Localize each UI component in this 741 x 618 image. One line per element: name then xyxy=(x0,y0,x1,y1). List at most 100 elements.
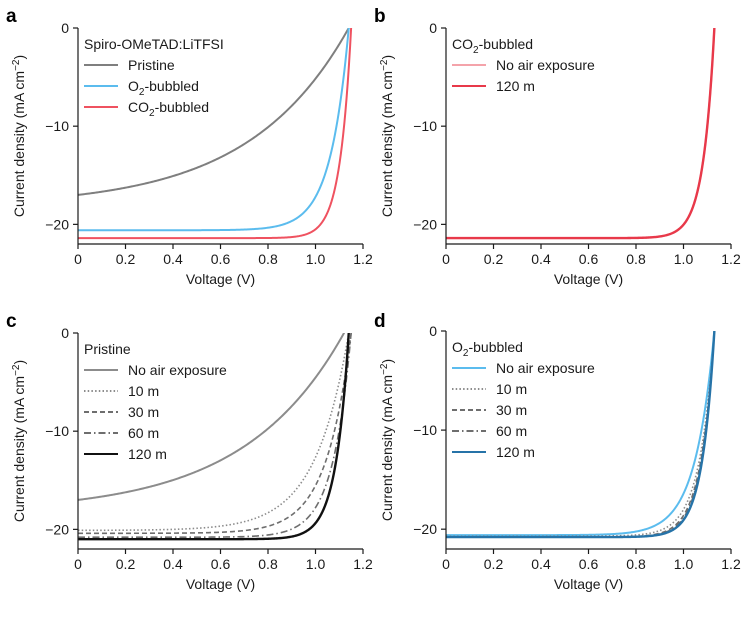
legend-title: CO2-bubbled xyxy=(452,36,533,56)
x-tick-label: 1.0 xyxy=(674,251,694,267)
x-tick-label: 0.4 xyxy=(531,556,551,572)
panel-letter: b xyxy=(374,6,386,27)
series-line-2 xyxy=(78,28,350,232)
legend-label: No air exposure xyxy=(496,360,595,376)
legend-label-part: Pristine xyxy=(128,57,175,73)
series-line-1 xyxy=(446,331,716,537)
y-axis-title: Current density (mA cm−2) xyxy=(379,55,395,217)
x-axis-title: Voltage (V) xyxy=(186,576,255,592)
x-tick-label: 0.8 xyxy=(258,556,278,572)
legend-title-part: CO xyxy=(452,36,473,52)
legend-label-part: -bubbled xyxy=(144,78,199,94)
y-axis-title-end: ) xyxy=(379,55,395,60)
y-tick-label: −20 xyxy=(45,216,69,232)
x-tick-label: 1.2 xyxy=(353,556,373,572)
series-line-5 xyxy=(78,333,350,541)
legend-label-part: No air exposure xyxy=(496,57,595,73)
legend-label: O2-bubbled xyxy=(128,78,199,98)
x-tick-label: 0 xyxy=(74,251,82,267)
y-axis-title-main: Current density (mA cm xyxy=(379,71,395,217)
y-axis-title-superscript: −2 xyxy=(11,364,22,376)
x-tick-label: 0.8 xyxy=(626,556,646,572)
x-tick-label: 1.2 xyxy=(721,556,741,572)
legend-label-part: -bubbled xyxy=(155,99,210,115)
legend-label-part: 10 m xyxy=(128,383,159,399)
y-tick-label: 0 xyxy=(61,325,69,341)
series-group xyxy=(78,333,352,541)
series-line-1 xyxy=(78,333,346,501)
x-tick-label: 0.6 xyxy=(579,251,599,267)
series-line-3 xyxy=(78,28,353,240)
x-tick-label: 0.6 xyxy=(211,556,231,572)
panel-c: c 0 0.2 0.4 0.6 0.8 1.0 1.2 0 −10 −20 Voltage (V) Cu… xyxy=(6,311,373,592)
panel-d: d 0 0.2 0.4 0.6 0.8 1.0 1.2 0 −10 −20 Voltage (V) Cu… xyxy=(374,311,741,592)
series-line-3 xyxy=(446,331,716,538)
series-line-3 xyxy=(78,333,352,535)
y-tick-label: −10 xyxy=(45,118,69,134)
legend-label: 120 m xyxy=(496,78,535,94)
x-tick-label: 0 xyxy=(442,556,450,572)
legend-label: 10 m xyxy=(128,383,159,399)
legend-title-part: O xyxy=(452,339,463,355)
legend-label-part: 60 m xyxy=(128,425,159,441)
y-axis-title-superscript: −2 xyxy=(11,59,22,71)
x-axis-title: Voltage (V) xyxy=(186,271,255,287)
x-tick-label: 0.2 xyxy=(484,251,504,267)
series-line-2 xyxy=(446,331,716,537)
x-axis-title: Voltage (V) xyxy=(554,271,623,287)
x-tick-label: 0.2 xyxy=(116,251,136,267)
y-axis-title-end: ) xyxy=(11,360,27,365)
x-tick-label: 1.0 xyxy=(306,556,326,572)
y-axis-title-main: Current density (mA cm xyxy=(11,71,27,217)
y-axis-title-end: ) xyxy=(379,359,395,364)
legend-label-part: 120 m xyxy=(496,78,535,94)
legend-title-subscript: 2 xyxy=(463,348,469,359)
legend-label-part: O xyxy=(128,78,139,94)
x-tick-label: 0.4 xyxy=(163,251,183,267)
panel-a: a 0 0.2 0.4 0.6 0.8 1.0 1.2 0 −10 −20 Voltage (V) Cu… xyxy=(6,6,373,287)
series-line-2 xyxy=(446,28,716,240)
x-tick-label: 0.4 xyxy=(163,556,183,572)
legend-label-part: CO xyxy=(128,99,149,115)
y-axis-title-superscript: −2 xyxy=(379,59,390,71)
series-line-4 xyxy=(78,333,352,539)
x-axis-title: Voltage (V) xyxy=(554,576,623,592)
x-tick-label: 0 xyxy=(74,556,82,572)
panel-b: b 0 0.2 0.4 0.6 0.8 1.0 1.2 0 −10 −20 Voltage (V) Cu… xyxy=(374,6,741,287)
legend-label-part: 120 m xyxy=(496,444,535,460)
legend-label-part: 30 m xyxy=(128,404,159,420)
legend-label-part: 120 m xyxy=(128,446,167,462)
y-axis-title-main: Current density (mA cm xyxy=(379,375,395,521)
legend-label: 30 m xyxy=(128,404,159,420)
legend-label-part: 60 m xyxy=(496,423,527,439)
y-axis-title: Current density (mA cm−2) xyxy=(379,359,395,521)
legend-label-part: 10 m xyxy=(496,381,527,397)
x-tick-label: 0.8 xyxy=(626,251,646,267)
y-axis-title-end: ) xyxy=(11,55,27,60)
x-tick-label: 0.6 xyxy=(579,556,599,572)
series-line-5 xyxy=(446,331,716,539)
series-line-2 xyxy=(78,333,350,532)
x-tick-label: 1.0 xyxy=(306,251,326,267)
legend-label: No air exposure xyxy=(128,362,227,378)
y-tick-label: −10 xyxy=(45,423,69,439)
legend-title: Pristine xyxy=(84,341,131,357)
x-tick-label: 0.6 xyxy=(211,251,231,267)
y-tick-label: 0 xyxy=(429,323,437,339)
x-tick-label: 0.8 xyxy=(258,251,278,267)
x-tick-label: 1.0 xyxy=(674,556,694,572)
legend-title-part: -bubbled xyxy=(468,339,523,355)
y-tick-label: 0 xyxy=(429,20,437,36)
legend-label: 60 m xyxy=(128,425,159,441)
y-tick-label: −20 xyxy=(45,521,69,537)
y-axis-title: Current density (mA cm−2) xyxy=(11,55,27,217)
y-tick-label: −20 xyxy=(413,216,437,232)
x-tick-label: 0.2 xyxy=(116,556,136,572)
legend-title-part: -bubbled xyxy=(479,36,534,52)
legend-label: 120 m xyxy=(128,446,167,462)
legend-title-subscript: 2 xyxy=(473,45,479,56)
x-tick-label: 0 xyxy=(442,251,450,267)
legend-label: No air exposure xyxy=(496,57,595,73)
legend-label-subscript: 2 xyxy=(149,108,155,119)
